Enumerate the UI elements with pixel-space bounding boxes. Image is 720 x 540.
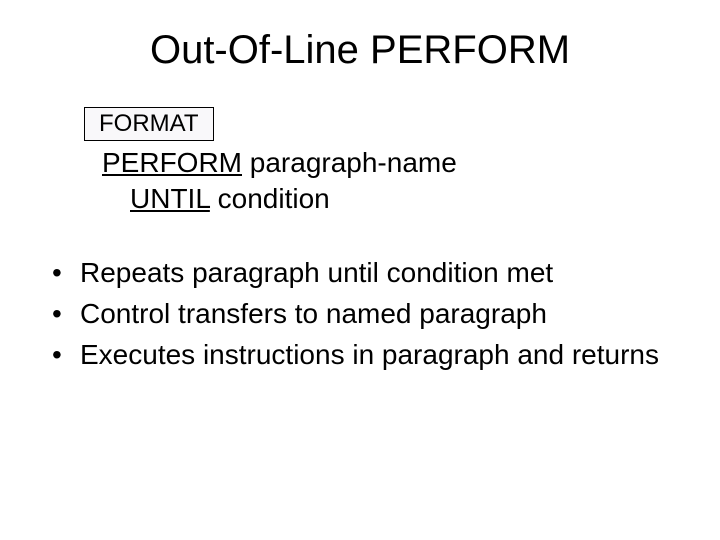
- keyword-perform: PERFORM: [102, 147, 242, 178]
- list-item: Control transfers to named paragraph: [52, 296, 680, 333]
- keyword-until: UNTIL: [130, 183, 210, 214]
- syntax-line-1: PERFORM paragraph-name: [102, 145, 680, 181]
- list-item: Repeats paragraph until condition met: [52, 255, 680, 292]
- syntax-line-2: UNTIL condition: [130, 181, 680, 217]
- syntax-block: PERFORM paragraph-name UNTIL condition: [102, 145, 680, 217]
- syntax-arg-2: condition: [210, 183, 330, 214]
- list-item: Executes instructions in paragraph and r…: [52, 337, 680, 374]
- syntax-arg-1: paragraph-name: [242, 147, 457, 178]
- bullet-list: Repeats paragraph until condition met Co…: [52, 255, 680, 374]
- format-label-box: FORMAT: [84, 107, 214, 141]
- slide: Out-Of-Line PERFORM FORMAT PERFORM parag…: [0, 0, 720, 540]
- page-title: Out-Of-Line PERFORM: [100, 28, 620, 73]
